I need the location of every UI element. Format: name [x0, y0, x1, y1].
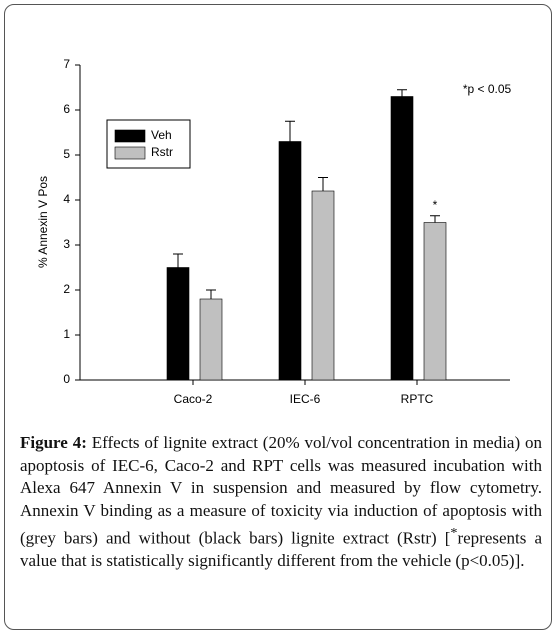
- y-tick-label: 2: [63, 282, 70, 296]
- y-tick-label: 7: [63, 57, 70, 71]
- annotation: *p < 0.05: [463, 82, 512, 96]
- y-axis-label: % Annexin V Pos: [36, 176, 50, 268]
- y-tick-label: 6: [63, 102, 70, 116]
- caption-label: Figure 4:: [20, 433, 87, 452]
- caption-superscript: *: [450, 525, 458, 541]
- y-tick-label: 0: [63, 372, 70, 386]
- y-tick-label: 4: [63, 192, 70, 206]
- bar: [199, 298, 223, 381]
- bar: [166, 267, 190, 381]
- legend-label: Veh: [151, 128, 172, 142]
- x-tick-label: Caco-2: [174, 392, 213, 406]
- y-tick-label: 5: [63, 147, 70, 161]
- y-tick-label: 3: [63, 237, 70, 251]
- legend-swatch: [114, 146, 146, 160]
- bar: [278, 141, 302, 381]
- y-tick-label: 1: [63, 327, 70, 341]
- bar: [390, 96, 414, 381]
- caption: Figure 4: Effects of lignite extract (20…: [20, 432, 542, 573]
- x-tick-label: IEC-6: [290, 392, 321, 406]
- x-tick-label: RPTC: [401, 392, 434, 406]
- legend-box: [106, 119, 191, 169]
- significance-marker: *: [433, 198, 438, 212]
- figure-frame: [4, 4, 552, 630]
- bar: [423, 222, 447, 381]
- caption-text: Effects of lignite extract (20% vol/vol …: [20, 433, 542, 548]
- legend-swatch: [114, 129, 146, 143]
- chart: *p < 0.05 % Annexin V Pos 0 1 2 3 4 5 6 7 Caco-2…: [36, 57, 512, 406]
- legend-label: Rstr: [151, 145, 173, 159]
- bar: [311, 190, 335, 381]
- caption-text: represents a value that is statistically…: [20, 528, 542, 571]
